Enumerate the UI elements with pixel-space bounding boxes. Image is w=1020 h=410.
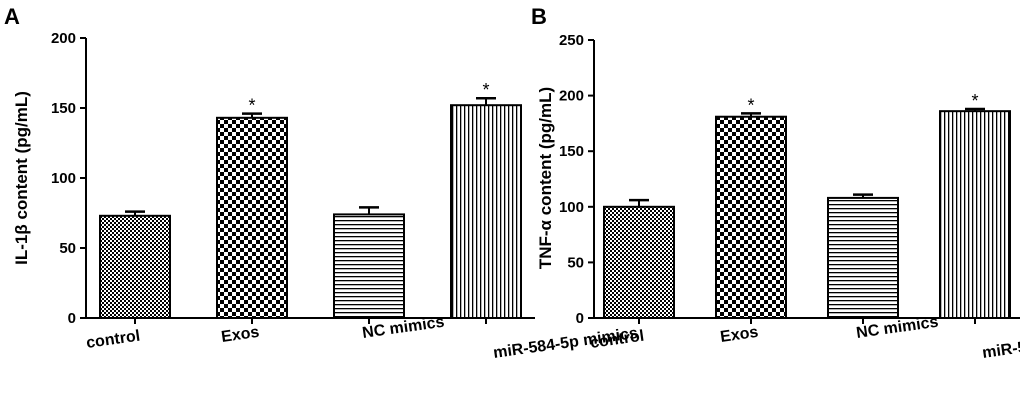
panel-b: B TNF-α content (pg/mL) 050100150200250 … [531,4,1020,362]
significance-a-1: * [248,96,255,116]
y-tick-label-a-0: 0 [68,310,76,327]
category-label-a-0: control [85,328,141,352]
y-tick-label-a-4: 200 [51,30,76,47]
y-tick-label-b-3: 150 [559,143,584,160]
y-axis-title-a: IL-1β content (pg/mL) [12,91,31,265]
y-axis-title-b: TNF-α content (pg/mL) [536,87,555,269]
y-tick-label-b-4: 200 [559,88,584,105]
bar-b-0 [603,205,675,319]
y-tick-label-b-2: 100 [559,199,584,216]
bar-a-2 [333,213,405,319]
category-label-b-1: Exos [719,324,759,346]
category-labels-a: control Exos NC mimics miR-584-5p mimics [85,314,639,362]
y-tick-label-b-1: 50 [567,254,584,271]
significance-b-3: * [971,91,978,111]
significance-a-3: * [482,80,489,100]
panel-letter-b: B [531,4,547,29]
bars-b: * * [603,91,1011,320]
y-tick-label-a-2: 100 [51,170,76,187]
bar-b-2 [827,196,899,320]
category-label-a-1: Exos [220,324,260,346]
bars-a: ** [99,80,522,319]
category-label-b-3: miR-584-5p mimics [981,325,1020,362]
y-tick-label-b-5: 250 [559,32,584,49]
y-tick-label-a-1: 50 [59,240,76,257]
y-tick-label-b-0: 0 [576,310,584,327]
significance-b-1: * [747,95,754,115]
bar-b-3 [939,110,1011,319]
bar-a-1 [216,116,288,319]
y-tick-label-a-3: 150 [51,100,76,117]
bar-a-0 [99,214,171,319]
bar-b-1 [715,115,787,319]
panel-letter-a: A [4,4,20,29]
bar-a-3 [450,104,522,319]
